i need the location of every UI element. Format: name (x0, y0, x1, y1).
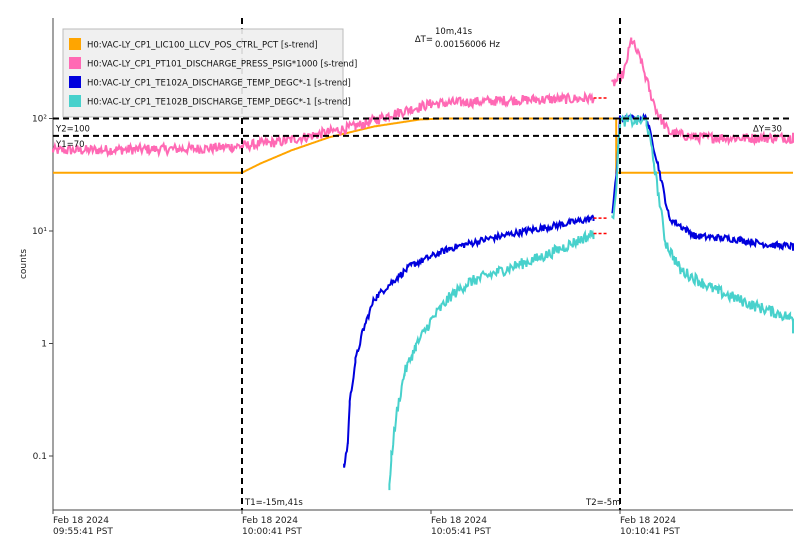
y-tick-label: 10¹ (32, 227, 47, 237)
legend-label: H0:VAC-LY_CP1_TE102B_DISCHARGE_TEMP_DEGC… (87, 98, 351, 108)
series-4 (388, 112, 794, 491)
y-axis-label: counts (19, 249, 29, 279)
delta-t-prefix: ΔT= (415, 35, 433, 45)
x-tick-time: 10:05:41 PST (431, 527, 491, 537)
t1-cursor-label: T1=-15m,41s (244, 498, 303, 508)
series-line (343, 214, 595, 468)
x-tick-date: Feb 18 2024 (431, 516, 487, 526)
legend-label: H0:VAC-LY_CP1_LIC100_LLCV_POS_CTRL_PCT [… (87, 41, 318, 51)
y2-cursor-label: Y2=100 (55, 125, 90, 135)
y-axis-ticks: 0.1 1 10¹ 10² (32, 115, 53, 462)
legend-label: H0:VAC-LY_CP1_TE102A_DISCHARGE_TEMP_DEGC… (87, 79, 351, 89)
x-tick-date: Feb 18 2024 (242, 516, 298, 526)
legend-swatch (69, 76, 81, 88)
series-2 (52, 37, 794, 159)
y-tick-label: 10² (32, 115, 47, 125)
legend-swatch (69, 95, 81, 107)
series-line (388, 229, 595, 491)
legend-label: H0:VAC-LY_CP1_PT101_DISCHARGE_PRESS_PSIG… (87, 60, 357, 70)
x-tick-date: Feb 18 2024 (620, 516, 676, 526)
y1-cursor-label: Y1=70 (55, 140, 85, 150)
delta-t-value: 10m,41s (435, 27, 473, 37)
x-tick-date: Feb 18 2024 (53, 516, 109, 526)
legend-swatch (69, 57, 81, 69)
y-tick-label: 1 (41, 340, 47, 350)
series-line (611, 112, 794, 334)
legend-box (62, 28, 344, 118)
series-line (611, 37, 794, 147)
x-tick-time: 09:55:41 PST (53, 527, 113, 537)
x-tick-time: 10:10:41 PST (620, 527, 680, 537)
legend: H0:VAC-LY_CP1_LIC100_LLCV_POS_CTRL_PCT [… (62, 28, 357, 118)
delta-t-frequency: 0.00156006 Hz (435, 40, 500, 50)
y-tick-label: 0.1 (33, 452, 47, 462)
t2-cursor-label: T2=-5m (585, 498, 620, 508)
x-tick-time: 10:00:41 PST (242, 527, 302, 537)
delta-y-label: ΔY=30 (753, 125, 782, 135)
series-line (52, 90, 595, 159)
legend-swatch (69, 38, 81, 50)
